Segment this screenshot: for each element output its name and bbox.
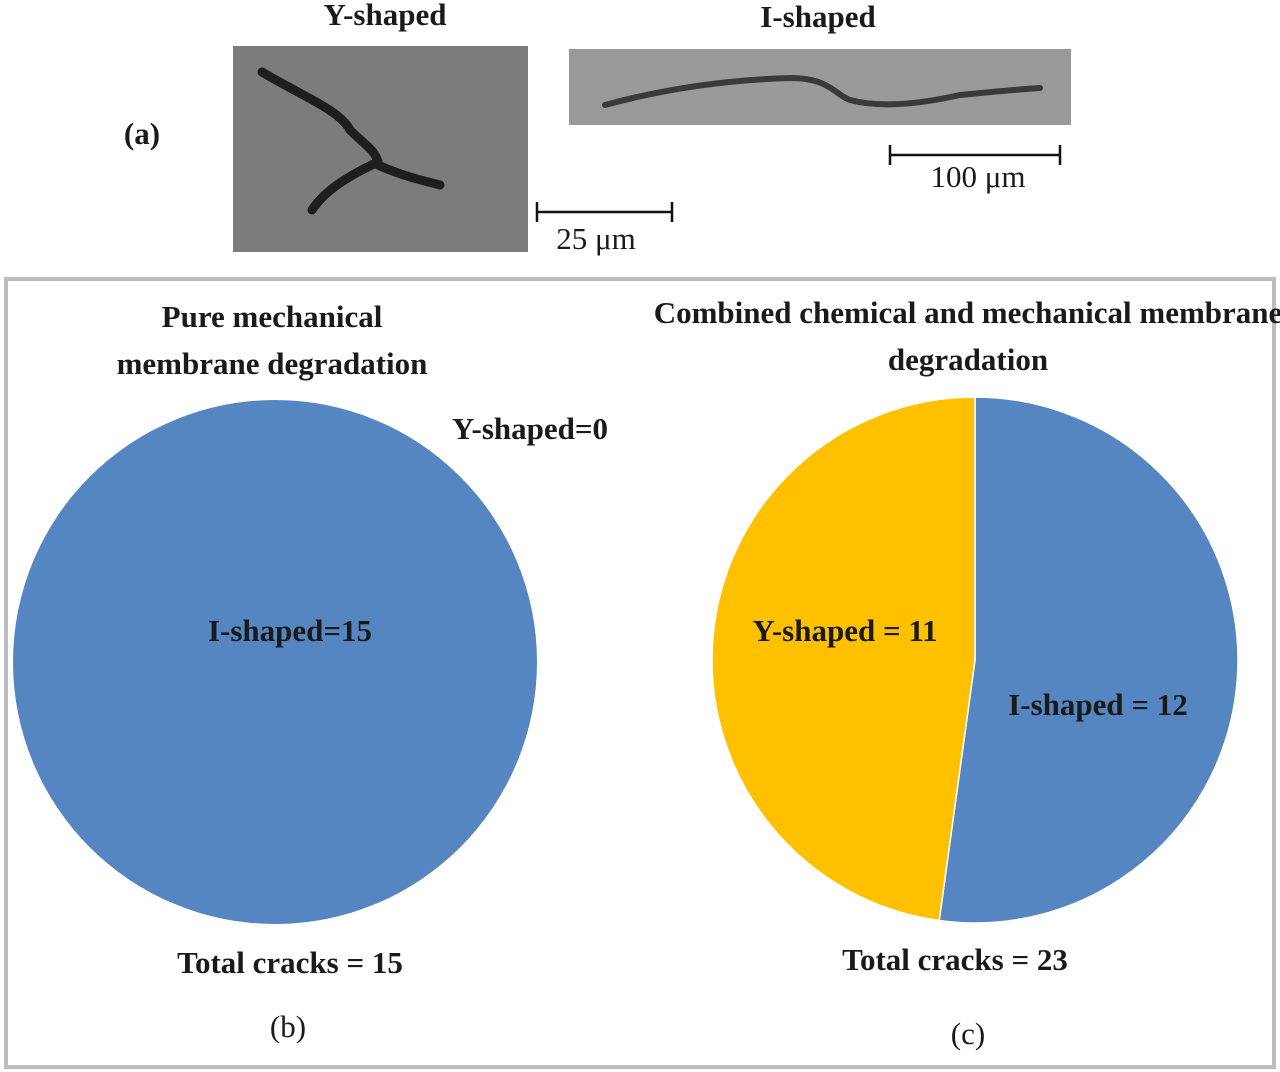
scale-label: 25 μm (556, 221, 635, 256)
panel-label: (b) (270, 1009, 306, 1044)
scale-label: 100 μm (931, 159, 1026, 194)
data-label: I-shaped = 12 (1008, 687, 1188, 722)
micrograph (569, 49, 1071, 125)
image-title: I-shaped (760, 0, 875, 34)
data-label: I-shaped=15 (208, 613, 372, 648)
data-label: Y-shaped=0 (452, 411, 608, 446)
annotation: Total cracks = 23 (842, 942, 1068, 977)
data-label: Y-shaped = 11 (752, 613, 937, 648)
annotation: Total cracks = 15 (177, 945, 403, 980)
crack (257, 67, 445, 215)
pie-slice (13, 400, 537, 924)
pie-slice (711, 396, 976, 922)
pie-slice (938, 396, 1239, 924)
panel-label: (c) (951, 1016, 985, 1051)
image-title: Y-shaped (324, 0, 447, 32)
crack (602, 74, 1043, 108)
pies (13, 396, 1239, 924)
chart-title: Combined chemical and mechanical membran… (654, 295, 1280, 377)
panel-label: (a) (124, 116, 160, 151)
panel-frame (4, 277, 1276, 1069)
chart-title: Pure mechanical membrane degradation (117, 299, 428, 381)
scale-bar (535, 145, 1062, 222)
